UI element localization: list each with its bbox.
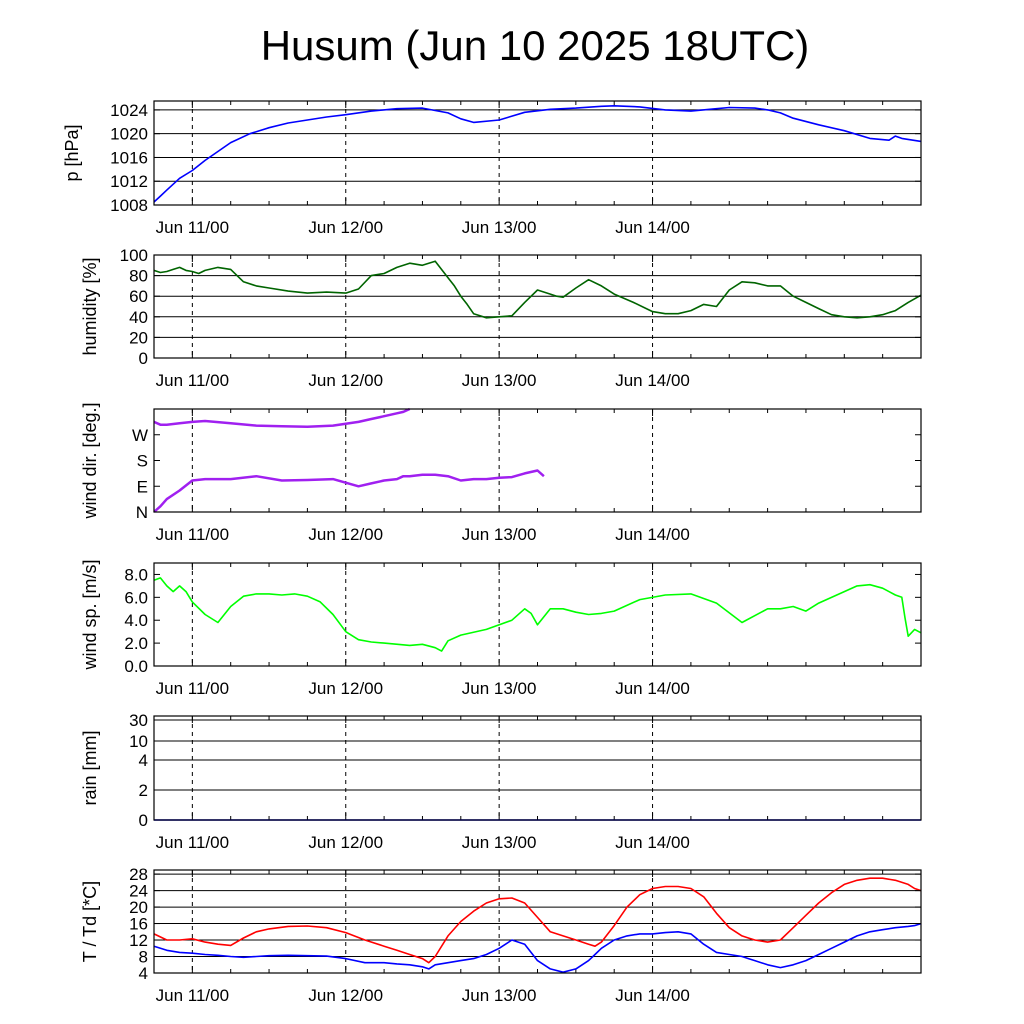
series-line: [153, 922, 922, 974]
y-tick-label: 28: [129, 865, 148, 884]
y-tick-label: 4: [139, 964, 148, 983]
x-tick-label: Jun 12/00: [308, 679, 383, 698]
y-tick-label: 1016: [110, 148, 148, 167]
x-tick-label: Jun 12/00: [308, 525, 383, 544]
x-tick-label: Jun 11/00: [156, 833, 229, 852]
y-tick-label: 1012: [110, 172, 148, 191]
y-tick-label: 4.0: [124, 611, 148, 630]
x-tick-label: Jun 11/00: [156, 218, 229, 237]
y-tick-label: 40: [129, 308, 148, 327]
y-tick-label: S: [137, 452, 148, 471]
x-tick-label: Jun 11/00: [156, 986, 229, 1005]
x-tick-label: Jun 14/00: [615, 371, 690, 390]
x-tick-label: Jun 12/00: [308, 371, 383, 390]
x-tick-label: Jun 12/00: [308, 986, 383, 1005]
series-line: [153, 407, 411, 428]
plot-frame: [153, 408, 922, 513]
x-tick-label: Jun 11/00: [156, 679, 229, 698]
panel-rain: 0 2 410 30 rain [mm] Jun 11/00 Jun 12/00 Jun 13…: [80, 711, 922, 852]
y-tick-label: 2.0: [124, 634, 148, 653]
y-tick-label: 30: [129, 711, 148, 730]
y-tick-label: 60: [129, 287, 148, 306]
y-tick-label: 100: [120, 246, 148, 265]
series-line: [153, 877, 922, 964]
y-tick-label: 6.0: [124, 588, 148, 607]
y-tick-label: 8.0: [124, 565, 148, 584]
x-tick-label: Jun 14/00: [615, 833, 690, 852]
x-tick-label: Jun 11/00: [156, 371, 229, 390]
panel-wind-speed: 0.0 2.0 4.0 6.0 8.0 wind sp. [m/s] Jun 11/00 Ju…: [80, 559, 922, 698]
y-tick-label: 80: [129, 267, 148, 286]
y-tick-label: 1020: [110, 125, 148, 144]
y-tick-label: W: [132, 426, 148, 445]
y-tick-label: 24: [129, 882, 148, 901]
y-axis-label: T / Td [*C]: [80, 881, 100, 962]
x-tick-label: Jun 13/00: [462, 679, 537, 698]
panel-pressure: 1008 1012 1016 1020 1024 p [hPa] Jun 11/00 Jun …: [62, 100, 922, 237]
x-tick-label: Jun 12/00: [308, 218, 383, 237]
y-axis-label: humidity [%]: [80, 257, 100, 355]
y-tick-label: 0.0: [124, 657, 148, 676]
x-tick-label: Jun 13/00: [462, 986, 537, 1005]
chart-title: Husum (Jun 10 2025 18UTC): [260, 22, 810, 69]
y-tick-label: 16: [129, 915, 148, 934]
y-axis-label: wind dir. [deg.]: [80, 402, 100, 519]
x-tick-label: Jun 14/00: [615, 986, 690, 1005]
y-tick-label: 12: [129, 931, 148, 950]
y-tick-label: 0: [139, 349, 148, 368]
y-tick-label: 20: [129, 898, 148, 917]
y-axis-label: p [hPa]: [62, 124, 82, 181]
y-tick-label: N: [136, 503, 148, 522]
x-tick-label: Jun 13/00: [462, 833, 537, 852]
y-tick-label: 8: [139, 948, 148, 967]
y-tick-label: 0: [139, 811, 148, 830]
y-axis-label: rain [mm]: [80, 730, 100, 805]
series-line: [153, 105, 922, 203]
y-tick-label: 20: [129, 328, 148, 347]
x-tick-label: Jun 13/00: [462, 525, 537, 544]
y-tick-label: 4: [139, 751, 148, 770]
x-tick-label: Jun 12/00: [308, 833, 383, 852]
y-tick-label: 2: [139, 781, 148, 800]
plot-frame: [153, 869, 922, 974]
y-tick-label: E: [137, 477, 148, 496]
y-tick-label: 10: [129, 732, 148, 751]
x-tick-label: Jun 11/00: [156, 525, 229, 544]
plot-frame: [153, 562, 922, 667]
series-line: [153, 469, 545, 513]
plot-frame: [153, 100, 922, 206]
y-axis-label: wind sp. [m/s]: [80, 559, 100, 670]
plot-frame: [153, 715, 922, 821]
x-tick-label: Jun 14/00: [615, 679, 690, 698]
x-tick-label: Jun 14/00: [615, 218, 690, 237]
x-tick-label: Jun 14/00: [615, 525, 690, 544]
y-tick-label: 1024: [110, 101, 148, 120]
series-line: [153, 260, 922, 319]
x-tick-label: Jun 13/00: [462, 371, 537, 390]
x-tick-label: Jun 13/00: [462, 218, 537, 237]
plot-frame: [153, 254, 922, 359]
y-tick-label: 1008: [110, 196, 148, 215]
series-line: [153, 577, 922, 652]
